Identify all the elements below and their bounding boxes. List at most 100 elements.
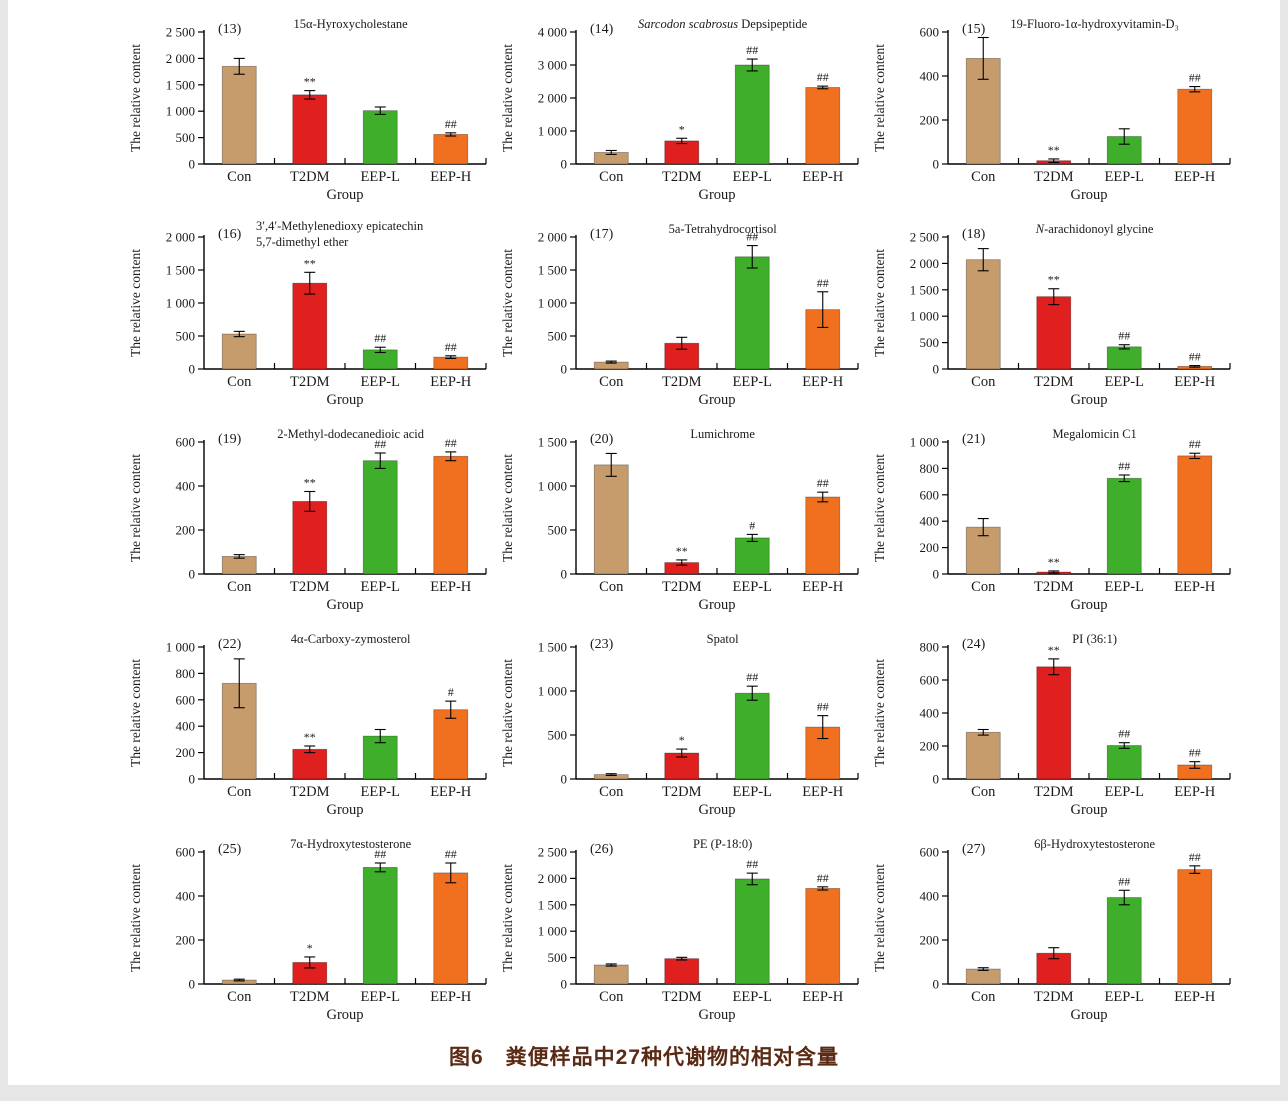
x-category-label: T2DM <box>1034 169 1074 185</box>
x-axis-label: Group <box>698 597 735 613</box>
x-category-label: EEP-H <box>802 374 844 390</box>
bar-eep-l <box>362 460 398 575</box>
x-axis-label: Group <box>326 1007 363 1023</box>
bar-chart-18: 0 500 1 000 1 500 2 000 2 500 The relative con… <box>872 222 1231 408</box>
panel-title: 7α-Hydroxytestosterone <box>290 837 412 851</box>
y-axis-label: The relative content <box>500 249 515 357</box>
y-tick-label: 0 <box>933 362 940 377</box>
x-axis-label: Group <box>698 392 735 408</box>
bar-eep-l <box>734 692 770 780</box>
bar-t2dm <box>664 958 700 985</box>
x-category-label: Con <box>227 169 252 185</box>
x-category-label: EEP-H <box>1174 989 1216 1005</box>
x-category-label: Con <box>971 989 996 1005</box>
bar-chart-24: 0 200 400 600 800 The relative content (24) PI … <box>872 632 1231 818</box>
significance-mark: ## <box>1118 727 1130 741</box>
y-tick-label: 1 000 <box>166 104 195 119</box>
y-tick-label: 600 <box>176 845 196 860</box>
panel-number: (20) <box>590 432 614 447</box>
significance-mark: ## <box>1118 459 1130 473</box>
bar-eep-l <box>362 735 398 780</box>
panel-title: PE (P-18:0) <box>693 837 752 851</box>
x-category-label: Con <box>599 989 624 1005</box>
bar-chart-15: 0 200 400 600 The relative content (15) 19-Flu… <box>872 17 1231 203</box>
significance-mark: ## <box>1118 329 1130 343</box>
y-axis-label: The relative content <box>872 249 887 357</box>
x-category-label: EEP-H <box>1174 784 1216 800</box>
y-tick-label: 800 <box>920 461 940 476</box>
y-tick-label: 400 <box>920 889 940 904</box>
bar-eep-l <box>1106 745 1142 780</box>
y-tick-label: 0 <box>561 362 568 377</box>
x-category-label: EEP-L <box>733 784 772 800</box>
significance-mark: ## <box>746 857 758 871</box>
x-category-label: EEP-H <box>430 374 472 390</box>
panel-16: 0 500 1 000 1 500 2 000 The relative content (… <box>124 217 496 422</box>
panel-number: (22) <box>218 637 242 652</box>
y-tick-label: 200 <box>176 745 196 760</box>
x-axis-label: Group <box>326 597 363 613</box>
bar-con <box>221 555 257 575</box>
y-tick-label: 500 <box>176 329 196 344</box>
significance-mark: ## <box>374 437 386 451</box>
y-tick-label: 0 <box>189 157 196 172</box>
significance-mark: ## <box>374 847 386 861</box>
bar-eep-l <box>734 256 770 370</box>
x-category-label: EEP-L <box>1105 989 1144 1005</box>
x-category-label: T2DM <box>662 374 702 390</box>
panel-22: 0 200 400 600 800 1 000 The relative content (2… <box>124 627 496 832</box>
panel-title: 4α-Carboxy-zymosterol <box>291 632 411 646</box>
y-tick-label: 0 <box>933 772 940 787</box>
x-category-label: Con <box>971 579 996 595</box>
significance-mark: ## <box>1118 874 1130 888</box>
bar-t2dm <box>292 501 328 575</box>
panel-title: 19-Fluoro-1α-hydroxyvitamin-D₃ <box>1010 17 1179 31</box>
y-tick-label: 0 <box>561 157 568 172</box>
bar-eep-h <box>433 709 469 780</box>
y-tick-label: 400 <box>176 479 196 494</box>
significance-mark: ** <box>304 730 316 744</box>
panel-20: 0 500 1 000 1 500 The relative content (20) Lu… <box>496 422 868 627</box>
y-tick-label: 1 000 <box>166 296 195 311</box>
x-category-label: T2DM <box>290 374 330 390</box>
y-tick-label: 400 <box>920 514 940 529</box>
y-tick-label: 500 <box>548 523 568 538</box>
y-axis-label: The relative content <box>128 659 143 767</box>
panel-27: 0 200 400 600 The relative content (27) 6β-Hyd… <box>868 832 1240 1037</box>
y-tick-label: 2 000 <box>538 230 567 245</box>
y-tick-label: 0 <box>933 157 940 172</box>
bar-con <box>221 65 257 165</box>
bar-con <box>965 968 1001 985</box>
y-tick-label: 0 <box>561 772 568 787</box>
x-category-label: T2DM <box>662 169 702 185</box>
significance-mark: ## <box>1189 437 1201 451</box>
x-category-label: EEP-H <box>1174 169 1216 185</box>
x-category-label: EEP-L <box>361 579 400 595</box>
panel-number: (27) <box>962 842 986 857</box>
y-tick-label: 1 000 <box>910 435 939 450</box>
significance-mark: ** <box>304 75 316 89</box>
panel-title: 15α-Hyroxycholestane <box>294 17 409 31</box>
bar-t2dm <box>1036 666 1072 780</box>
panel-title: N-arachidonoyl glycine <box>1035 222 1154 236</box>
x-category-label: T2DM <box>290 989 330 1005</box>
x-axis-label: Group <box>326 187 363 203</box>
y-tick-label: 1 500 <box>538 263 567 278</box>
panel-title: Megalomicin C1 <box>1052 427 1136 441</box>
y-axis-label: The relative content <box>128 454 143 562</box>
y-tick-label: 1 000 <box>538 684 567 699</box>
bar-t2dm <box>292 282 328 370</box>
y-axis-label: The relative content <box>872 44 887 152</box>
y-axis-label: The relative content <box>872 864 887 972</box>
y-tick-label: 400 <box>176 719 196 734</box>
y-tick-label: 400 <box>920 69 940 84</box>
y-tick-label: 0 <box>561 567 568 582</box>
x-category-label: EEP-L <box>1105 374 1144 390</box>
significance-mark: # <box>448 685 454 699</box>
significance-mark: ## <box>746 670 758 684</box>
bar-t2dm <box>1036 296 1072 370</box>
x-category-label: T2DM <box>290 784 330 800</box>
bar-eep-h <box>433 455 469 575</box>
panel-title: Spatol <box>707 632 739 646</box>
panel-13: 0 500 1 000 1 500 2 000 2 500 The relative con… <box>124 12 496 217</box>
